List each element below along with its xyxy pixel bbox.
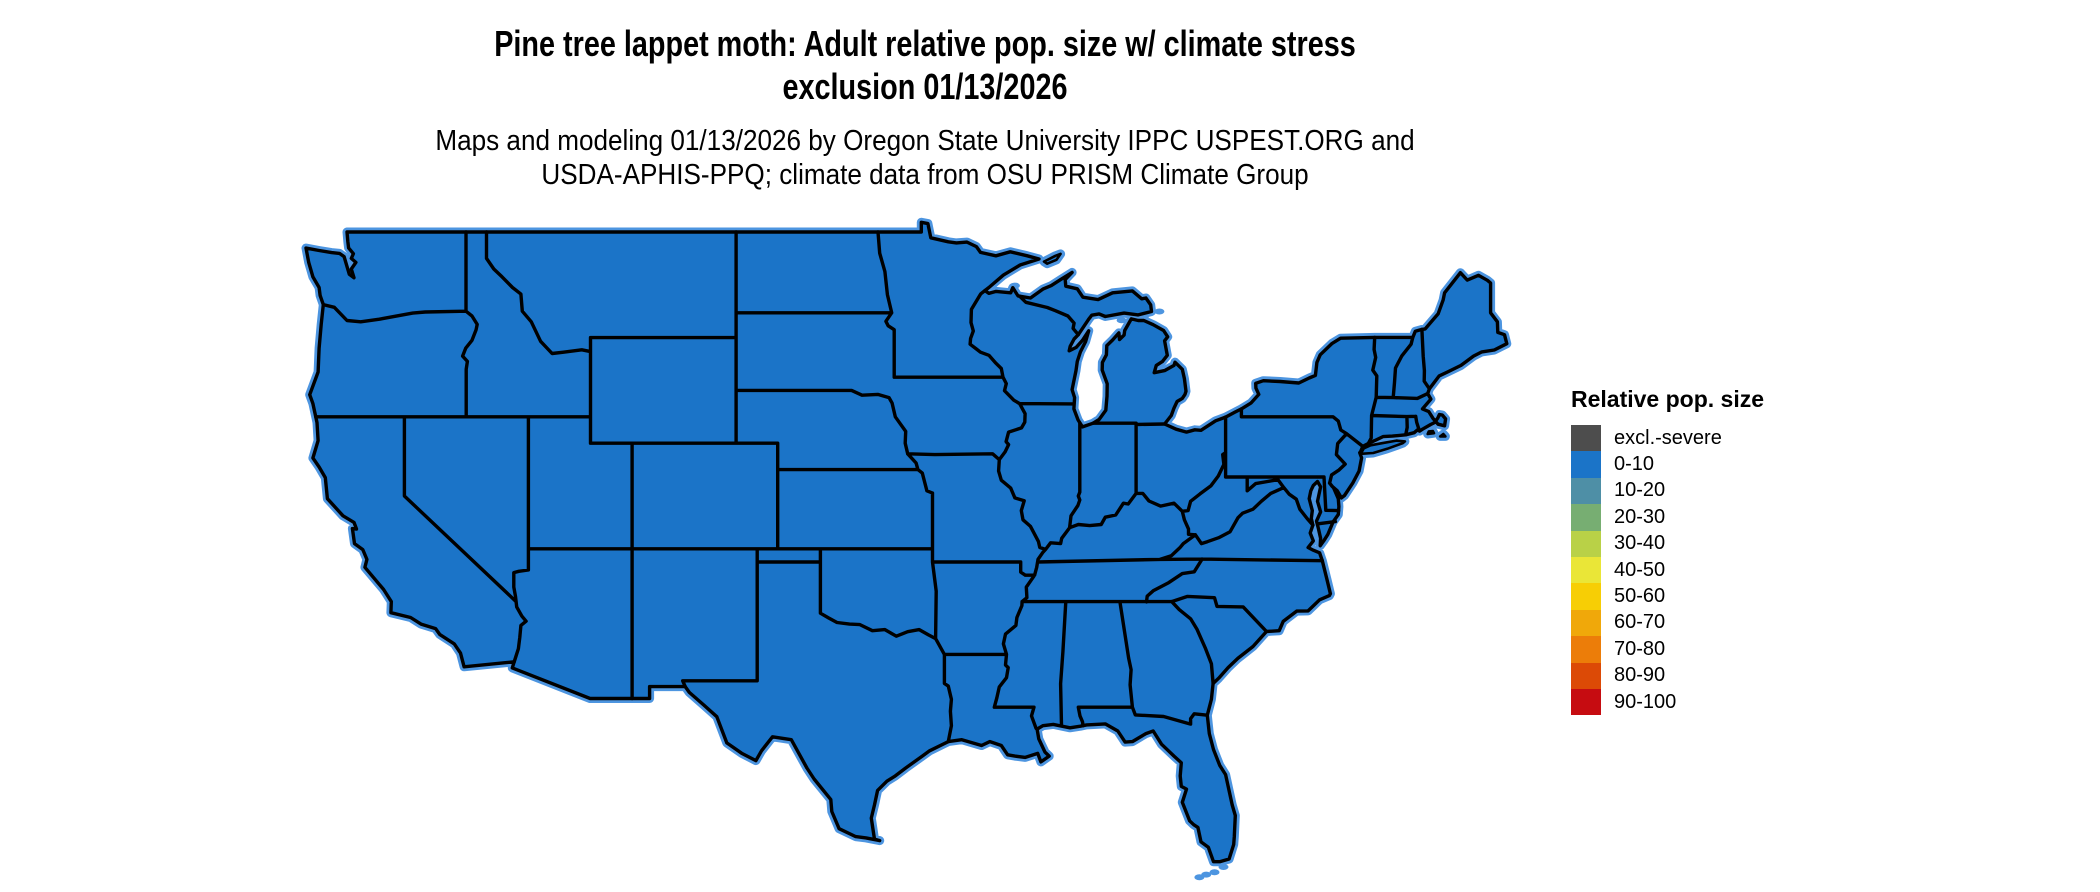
legend-item-label: 50-60 (1614, 585, 1666, 608)
legend-swatch (1571, 530, 1601, 557)
legend-item-label: 30-40 (1614, 532, 1666, 555)
figure-title-line1: Pine tree lappet moth: Adult relative po… (494, 23, 1356, 64)
legend-swatch (1571, 451, 1601, 478)
legend-item-label: 60-70 (1614, 611, 1666, 634)
legend: Relative pop. size excl.-severe 0-10 10-20… (1571, 386, 1765, 716)
legend-item: 80-90 (1571, 662, 1764, 689)
offshore-islet-dot (1209, 869, 1220, 876)
legend-swatch (1571, 688, 1601, 716)
legend-swatch (1571, 662, 1601, 689)
us-mainland (304, 220, 1509, 864)
legend-item-label: 90-100 (1614, 690, 1677, 713)
legend-item: 30-40 (1571, 530, 1764, 557)
legend-swatch (1571, 583, 1601, 610)
island (1042, 252, 1062, 265)
legend-item-label: 80-90 (1614, 664, 1666, 687)
legend-item: 60-70 (1571, 609, 1764, 637)
state-borders (314, 230, 1432, 744)
offshore-islet-dot (1194, 874, 1205, 881)
legend-item: 70-80 (1571, 636, 1764, 663)
legend-swatch (1571, 425, 1601, 452)
legend-item-label: 40-50 (1614, 558, 1666, 581)
figure-subtitle: Maps and modeling 01/13/2026 by Oregon S… (385, 124, 1465, 192)
legend-title: Relative pop. size (1571, 386, 1765, 412)
offshore-islet-dot (1116, 317, 1127, 324)
legend-item-label: 70-80 (1614, 637, 1666, 660)
legend-swatch (1571, 556, 1601, 584)
figure-title-line2: exclusion 01/13/2026 (782, 66, 1068, 107)
offshore-islet-dot (1154, 308, 1165, 315)
island (1438, 432, 1447, 438)
offshore-islet-dot (1218, 864, 1229, 870)
legend-item: 10-20 (1571, 477, 1764, 505)
legend-item-label: excl.-severe (1614, 426, 1722, 449)
legend-item: 50-60 (1571, 583, 1764, 610)
legend-swatch (1571, 636, 1601, 663)
legend-swatch (1571, 609, 1601, 637)
legend-item: excl.-severe (1571, 425, 1764, 452)
legend-item: 20-30 (1571, 504, 1764, 531)
legend-swatch (1571, 504, 1601, 531)
legend-items: excl.-severe 0-10 10-20 20-30 30-40 40-50 50-6… (1571, 425, 1764, 716)
legend-item-label: 0-10 (1614, 453, 1655, 476)
legend-item-label: 20-30 (1614, 505, 1666, 528)
legend-item: 90-100 (1571, 688, 1764, 716)
island (1426, 429, 1436, 436)
legend-item: 0-10 (1571, 451, 1764, 478)
island (1359, 439, 1407, 456)
figure-title: Pine tree lappet moth: Adult relative po… (445, 22, 1405, 108)
legend-item-label: 10-20 (1614, 479, 1666, 502)
figure-subtitle-line2: USDA-APHIS-PPQ; climate data from OSU PR… (541, 159, 1309, 191)
figure-subtitle-line1: Maps and modeling 01/13/2026 by Oregon S… (435, 125, 1415, 157)
legend-item: 40-50 (1571, 556, 1764, 584)
legend-swatch (1571, 477, 1601, 505)
